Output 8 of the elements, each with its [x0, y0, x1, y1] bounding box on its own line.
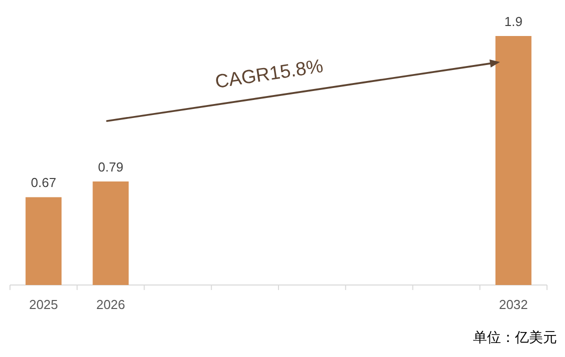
- x-tick-label: 2032: [498, 297, 528, 312]
- x-tick-label: 2025: [29, 297, 58, 312]
- data-label: 1.9: [504, 14, 522, 29]
- data-label: 0.79: [98, 159, 124, 174]
- annotation: CAGR15.8%: [214, 56, 325, 94]
- text: 单位：亿美元: [473, 329, 557, 345]
- x-tick-label: 2026: [96, 297, 126, 312]
- data-label: 0.67: [30, 175, 56, 190]
